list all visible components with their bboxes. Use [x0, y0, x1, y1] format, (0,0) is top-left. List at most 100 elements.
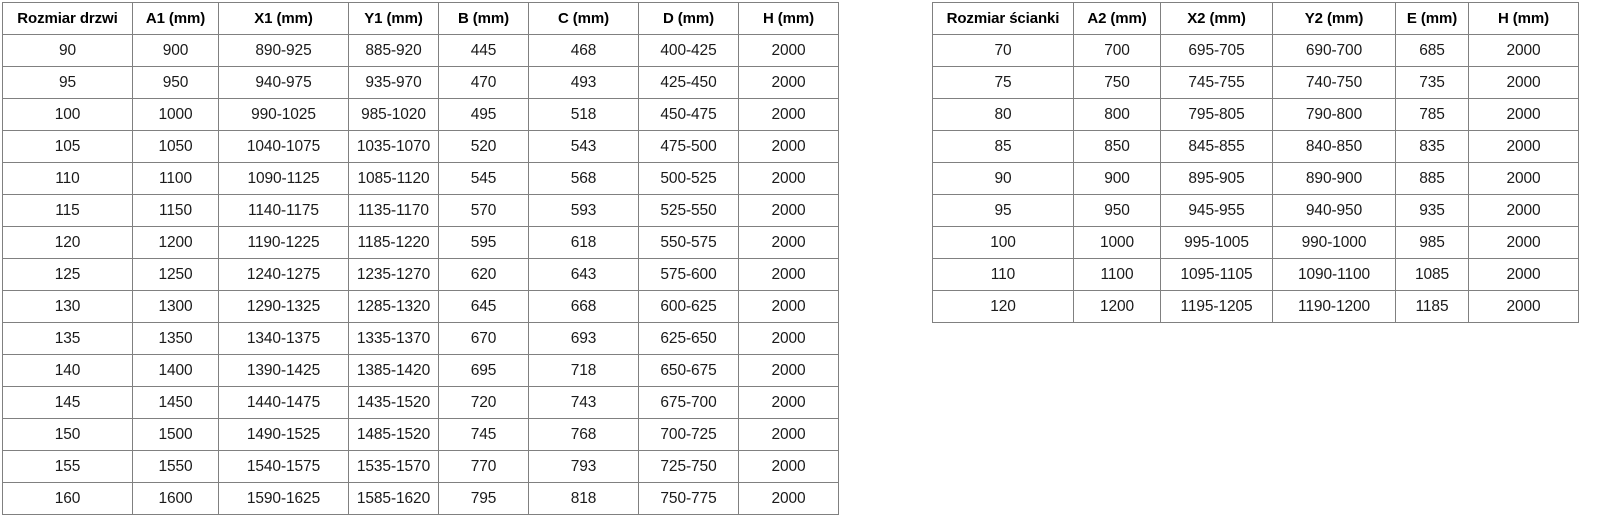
walls-cell-r2-c5: 2000: [1468, 98, 1579, 131]
doors-cell-r5-c1: 1150: [132, 194, 219, 227]
walls-column-header-4: E (mm): [1395, 2, 1469, 35]
doors-cell-r3-c0: 105: [2, 130, 133, 163]
walls-dimension-table: Rozmiar ścianki A2 (mm) X2 (mm) Y2 (mm) E (m…: [932, 2, 1579, 323]
doors-cell-r10-c6: 650-675: [638, 354, 739, 387]
doors-cell-r2-c7: 2000: [738, 98, 839, 131]
walls-cell-r8-c2: 1195-1205: [1160, 290, 1273, 323]
doors-column-header-0: Rozmiar drzwi: [2, 2, 133, 35]
doors-column-header-7: H (mm): [738, 2, 839, 35]
walls-cell-r3-c1: 850: [1073, 130, 1161, 163]
doors-cell-r9-c2: 1340-1375: [218, 322, 349, 355]
doors-cell-r7-c6: 575-600: [638, 258, 739, 291]
doors-cell-r5-c0: 115: [2, 194, 133, 227]
doors-cell-r11-c4: 720: [438, 386, 529, 419]
doors-cell-r12-c1: 1500: [132, 418, 219, 451]
walls-cell-r2-c0: 80: [932, 98, 1074, 131]
doors-cell-r13-c0: 155: [2, 450, 133, 483]
walls-cell-r7-c1: 1100: [1073, 258, 1161, 291]
table-row: 155 1550 1540-1575 1535-1570 770 793 725-750 20…: [2, 450, 839, 483]
doors-cell-r11-c6: 675-700: [638, 386, 739, 419]
doors-cell-r8-c0: 130: [2, 290, 133, 323]
walls-cell-r0-c3: 690-700: [1272, 34, 1396, 67]
walls-cell-r1-c4: 735: [1395, 66, 1469, 99]
walls-cell-r0-c4: 685: [1395, 34, 1469, 67]
walls-cell-r0-c2: 695-705: [1160, 34, 1273, 67]
walls-cell-r4-c2: 895-905: [1160, 162, 1273, 195]
doors-cell-r7-c5: 643: [528, 258, 639, 291]
table-row: 145 1450 1440-1475 1435-1520 720 743 675-700 20…: [2, 386, 839, 419]
doors-cell-r12-c5: 768: [528, 418, 639, 451]
doors-cell-r7-c3: 1235-1270: [348, 258, 439, 291]
walls-cell-r5-c3: 940-950: [1272, 194, 1396, 227]
walls-cell-r1-c3: 740-750: [1272, 66, 1396, 99]
walls-cell-r3-c4: 835: [1395, 130, 1469, 163]
doors-table-head: Rozmiar drzwi A1 (mm) X1 (mm) Y1 (mm) B (mm)…: [2, 2, 839, 35]
doors-cell-r1-c5: 493: [528, 66, 639, 99]
walls-cell-r4-c0: 90: [932, 162, 1074, 195]
doors-cell-r9-c3: 1335-1370: [348, 322, 439, 355]
doors-cell-r12-c2: 1490-1525: [218, 418, 349, 451]
walls-cell-r5-c1: 950: [1073, 194, 1161, 227]
doors-cell-r5-c5: 593: [528, 194, 639, 227]
doors-cell-r10-c1: 1400: [132, 354, 219, 387]
doors-dimension-table: Rozmiar drzwi A1 (mm) X1 (mm) Y1 (mm) B (mm)…: [2, 2, 839, 515]
walls-cell-r8-c5: 2000: [1468, 290, 1579, 323]
doors-cell-r5-c4: 570: [438, 194, 529, 227]
doors-cell-r6-c6: 550-575: [638, 226, 739, 259]
table-row: 120 1200 1190-1225 1185-1220 595 618 550-575 20…: [2, 226, 839, 259]
walls-cell-r0-c0: 70: [932, 34, 1074, 67]
table-row: 100 1000 990-1025 985-1020 495 518 450-475 2000: [2, 98, 839, 131]
walls-cell-r7-c2: 1095-1105: [1160, 258, 1273, 291]
doors-cell-r0-c0: 90: [2, 34, 133, 67]
doors-cell-r2-c2: 990-1025: [218, 98, 349, 131]
doors-cell-r5-c3: 1135-1170: [348, 194, 439, 227]
doors-cell-r3-c3: 1035-1070: [348, 130, 439, 163]
table-row: 110 1100 1090-1125 1085-1120 545 568 500-525 20…: [2, 162, 839, 195]
walls-cell-r8-c0: 120: [932, 290, 1074, 323]
walls-cell-r2-c1: 800: [1073, 98, 1161, 131]
doors-cell-r11-c2: 1440-1475: [218, 386, 349, 419]
doors-cell-r2-c5: 518: [528, 98, 639, 131]
doors-cell-r11-c0: 145: [2, 386, 133, 419]
doors-cell-r7-c1: 1250: [132, 258, 219, 291]
doors-cell-r3-c4: 520: [438, 130, 529, 163]
doors-cell-r12-c6: 700-725: [638, 418, 739, 451]
doors-cell-r3-c2: 1040-1075: [218, 130, 349, 163]
walls-cell-r2-c3: 790-800: [1272, 98, 1396, 131]
doors-table-header-row: Rozmiar drzwi A1 (mm) X1 (mm) Y1 (mm) B (mm)…: [2, 2, 839, 35]
walls-cell-r3-c0: 85: [932, 130, 1074, 163]
walls-cell-r5-c0: 95: [932, 194, 1074, 227]
table-row: 90 900 890-925 885-920 445 468 400-425 2000: [2, 34, 839, 67]
doors-cell-r8-c5: 668: [528, 290, 639, 323]
doors-cell-r14-c2: 1590-1625: [218, 482, 349, 515]
walls-cell-r3-c5: 2000: [1468, 130, 1579, 163]
doors-cell-r4-c1: 1100: [132, 162, 219, 195]
doors-cell-r10-c4: 695: [438, 354, 529, 387]
doors-column-header-2: X1 (mm): [218, 2, 349, 35]
doors-cell-r4-c3: 1085-1120: [348, 162, 439, 195]
doors-cell-r8-c1: 1300: [132, 290, 219, 323]
doors-cell-r8-c3: 1285-1320: [348, 290, 439, 323]
walls-cell-r2-c4: 785: [1395, 98, 1469, 131]
doors-cell-r2-c6: 450-475: [638, 98, 739, 131]
doors-cell-r9-c0: 135: [2, 322, 133, 355]
doors-cell-r11-c3: 1435-1520: [348, 386, 439, 419]
doors-cell-r1-c7: 2000: [738, 66, 839, 99]
doors-cell-r12-c3: 1485-1520: [348, 418, 439, 451]
doors-cell-r10-c2: 1390-1425: [218, 354, 349, 387]
doors-cell-r14-c0: 160: [2, 482, 133, 515]
walls-column-header-1: A2 (mm): [1073, 2, 1161, 35]
table-row: 125 1250 1240-1275 1235-1270 620 643 575-600 20…: [2, 258, 839, 291]
doors-cell-r9-c6: 625-650: [638, 322, 739, 355]
doors-cell-r0-c2: 890-925: [218, 34, 349, 67]
walls-cell-r8-c1: 1200: [1073, 290, 1161, 323]
doors-column-header-5: C (mm): [528, 2, 639, 35]
doors-cell-r6-c5: 618: [528, 226, 639, 259]
doors-cell-r13-c4: 770: [438, 450, 529, 483]
walls-cell-r5-c4: 935: [1395, 194, 1469, 227]
doors-cell-r4-c7: 2000: [738, 162, 839, 195]
doors-cell-r6-c0: 120: [2, 226, 133, 259]
walls-column-header-0: Rozmiar ścianki: [932, 2, 1074, 35]
doors-cell-r9-c7: 2000: [738, 322, 839, 355]
table-row: 115 1150 1140-1175 1135-1170 570 593 525-550 20…: [2, 194, 839, 227]
